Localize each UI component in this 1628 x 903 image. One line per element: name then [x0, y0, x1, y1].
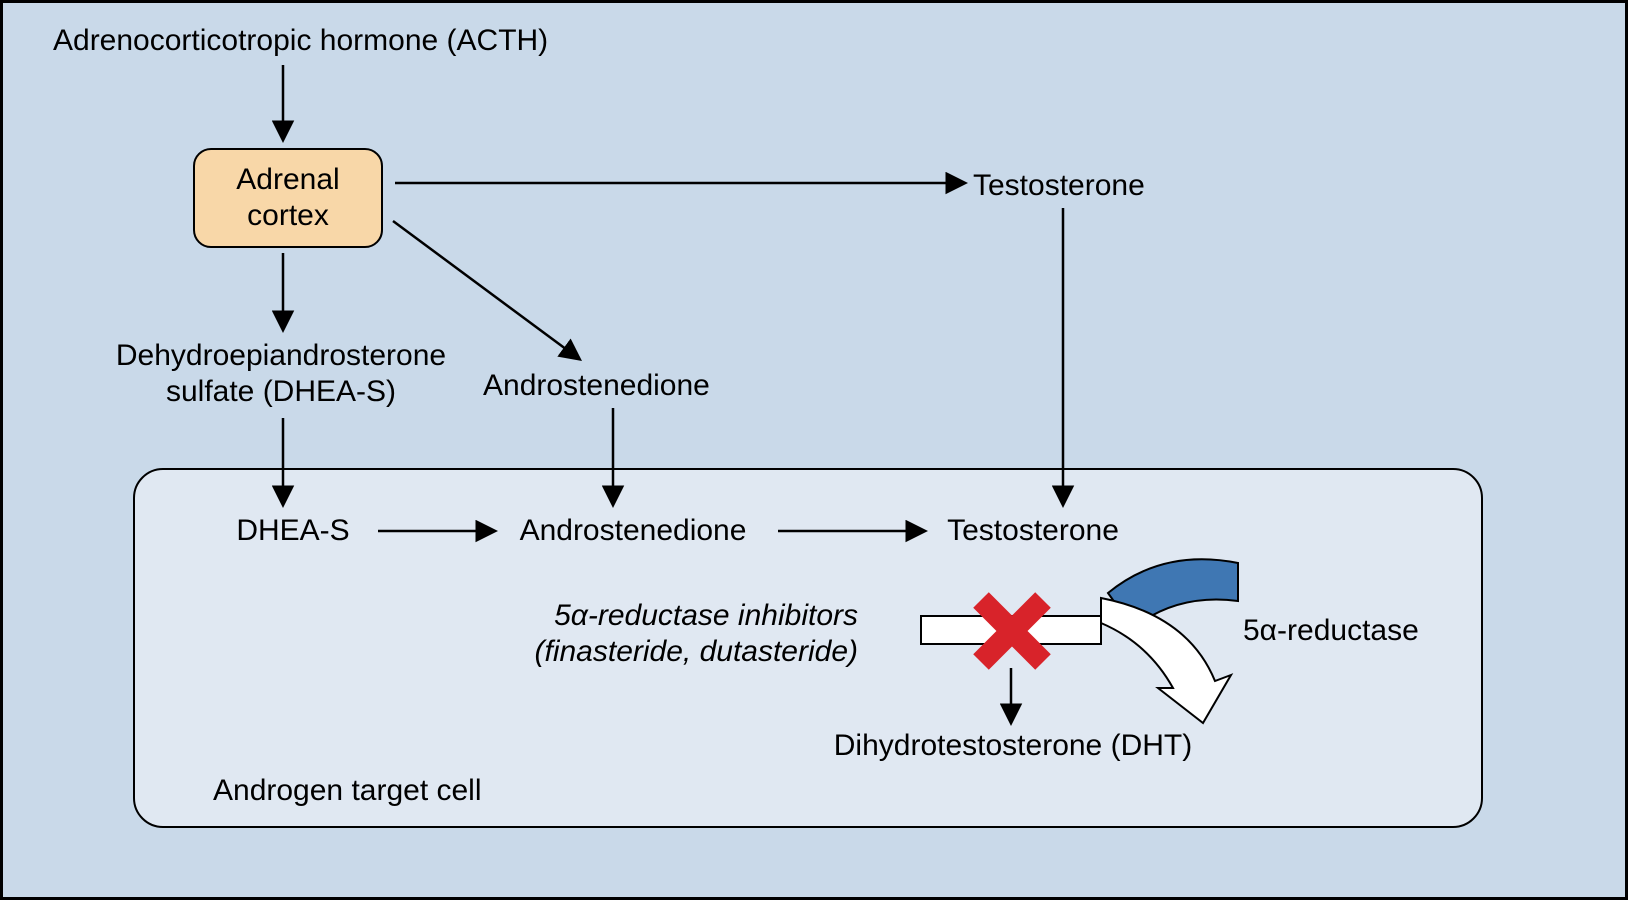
inhibitors-line1: 5α-reductase inhibitors — [554, 599, 858, 632]
dheas-cell-label: DHEA-S — [223, 513, 363, 549]
adrenal-cortex-line2: cortex — [247, 199, 329, 232]
reductase-label: 5α-reductase — [1243, 613, 1453, 649]
adrenal-cortex-line1: Adrenal — [236, 163, 339, 196]
inhibitors-line2: (finasteride, dutasteride) — [535, 635, 859, 668]
dheas-top-line2: sulfate (DHEA-S) — [166, 375, 396, 408]
adrenal-cortex-node: Adrenal cortex — [193, 148, 383, 248]
testosterone-cell-label: Testosterone — [933, 513, 1133, 549]
dheas-top-label: Dehydroepiandrosterone sulfate (DHEA-S) — [81, 338, 481, 410]
inhibitors-label: 5α-reductase inhibitors (finasteride, du… — [478, 598, 858, 670]
pathway-diagram: Adrenocorticotropic hormone (ACTH) Adren… — [0, 0, 1628, 900]
acth-label: Adrenocorticotropic hormone (ACTH) — [53, 23, 613, 59]
target-cell-label: Androgen target cell — [213, 773, 533, 809]
dht-label: Dihydrotestosterone (DHT) — [813, 728, 1213, 764]
dheas-top-line1: Dehydroepiandrosterone — [116, 339, 446, 372]
testosterone-top-label: Testosterone — [973, 168, 1173, 204]
androstenedione-top-label: Androstenedione — [483, 368, 743, 404]
androstenedione-cell-label: Androstenedione — [503, 513, 763, 549]
